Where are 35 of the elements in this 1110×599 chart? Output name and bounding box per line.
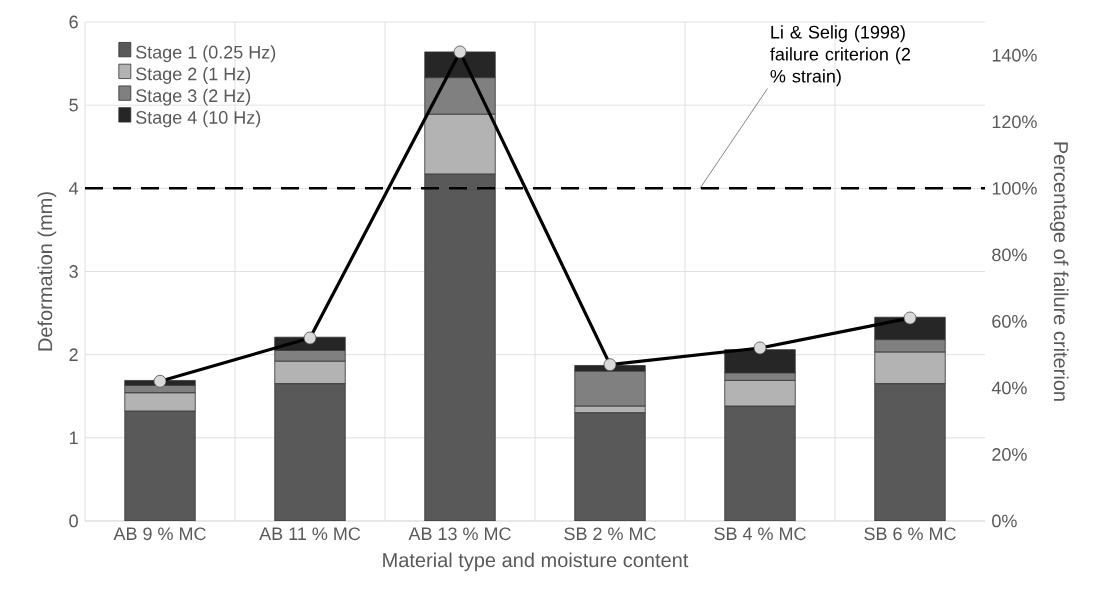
y2-tick-label: 60% xyxy=(992,315,1027,328)
x-tick-label: SB 4 % MC xyxy=(714,527,806,541)
bar xyxy=(724,405,796,521)
bar xyxy=(574,412,646,521)
y-tick-label: 3 xyxy=(69,265,78,278)
bar xyxy=(874,383,946,521)
bar xyxy=(274,383,346,521)
bar xyxy=(124,410,196,521)
y2-tick-label: 100% xyxy=(992,181,1037,195)
y-axis-title: Deformation (mm) xyxy=(37,192,57,351)
legend-label: Stage 1 (0.25 Hz) xyxy=(136,45,276,63)
x-tick-label: AB 9 % MC xyxy=(113,527,206,541)
y-tick-label: 5 xyxy=(69,98,78,112)
x-axis-title: Material type and moisture content xyxy=(383,552,689,572)
legend-label: Stage 3 (2 Hz) xyxy=(136,88,251,106)
y2-tick-label: 0% xyxy=(992,514,1017,528)
ref-line-label: Li & Selig (1998) failure criterion (2 % strain) xyxy=(770,25,910,87)
x-tick-label: AB 11 % MC xyxy=(259,527,361,541)
x-tick-label: SB 2 % MC xyxy=(564,527,656,541)
y-tick-label: 0 xyxy=(69,514,78,528)
y-tick-label: 6 xyxy=(69,15,78,29)
x-tick-label: SB 6 % MC xyxy=(864,527,956,541)
y-tick-label: 4 xyxy=(69,182,79,195)
y-tick-label: 1 xyxy=(69,431,78,445)
y-tick-label: 2 xyxy=(69,348,78,361)
bar xyxy=(424,173,496,521)
y2-tick-label: 120% xyxy=(992,115,1037,129)
y2-tick-label: 140% xyxy=(992,48,1037,62)
x-tick-label: AB 13 % MC xyxy=(408,527,511,541)
y2-tick-label: 80% xyxy=(992,248,1027,262)
y2-tick-label: 40% xyxy=(991,381,1027,395)
legend-label: Stage 4 (10 Hz) xyxy=(136,110,261,128)
y2-tick-label: 20% xyxy=(992,448,1027,461)
legend-label: Stage 2 (1 Hz) xyxy=(136,67,251,84)
y2-axis-title: Percentage of failure criterion xyxy=(1049,142,1069,401)
